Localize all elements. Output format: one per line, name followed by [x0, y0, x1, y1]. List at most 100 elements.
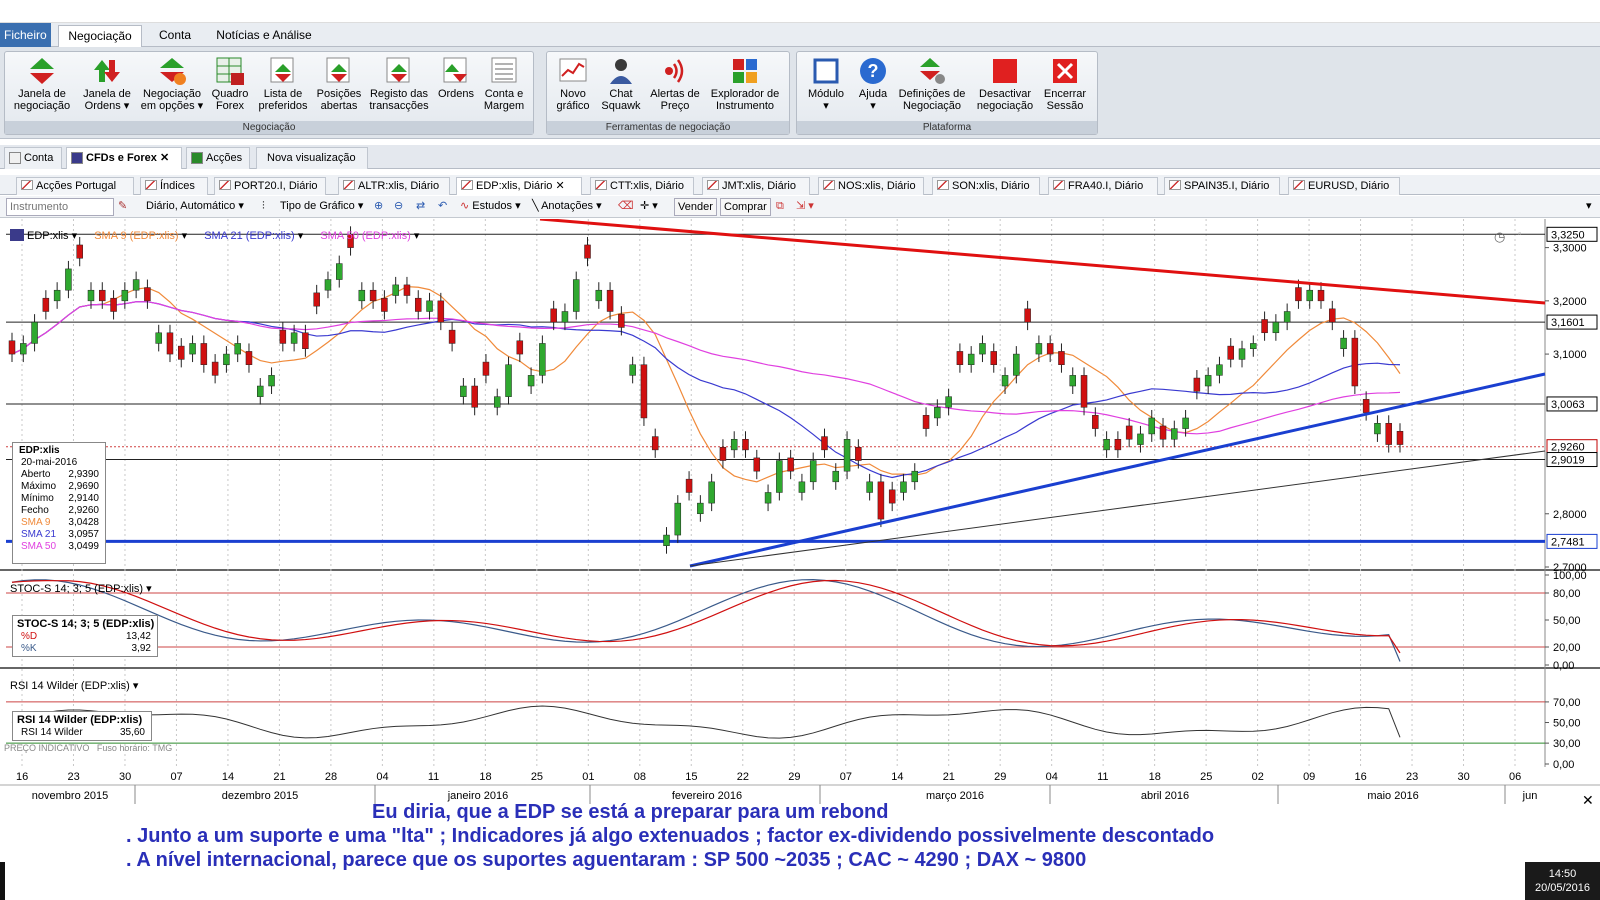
- crosshair-icon[interactable]: ✛ ▾: [640, 200, 658, 212]
- btn-label1: Chat: [609, 88, 633, 100]
- legend-sma50[interactable]: SMA 50 (EDP:xlis): [320, 230, 411, 242]
- candle-body: [1374, 423, 1381, 435]
- workspace-tab-nova[interactable]: Nova visualização: [256, 147, 368, 169]
- candle-body: [53, 289, 61, 302]
- btn-label2: em opções ▾: [140, 100, 204, 112]
- chart-tab[interactable]: CTT:xlis, Diário: [590, 177, 694, 195]
- studies-dropdown[interactable]: ∿ Estudos ▾: [460, 200, 521, 212]
- toolbar-scroll-icon[interactable]: ▾: [1586, 200, 1592, 212]
- workspace-tab-conta[interactable]: Conta: [4, 147, 62, 169]
- chart-tab-label: Acções Portugal: [36, 180, 117, 192]
- legend-instrument[interactable]: EDP:xlis: [27, 230, 69, 242]
- price-axis: 3,3000 3,2000 3,1000 2,8000 2,7000 3,3250 3,16…: [1545, 226, 1598, 574]
- account-icon: [489, 56, 519, 86]
- candle-body: [956, 351, 964, 365]
- chart-tab[interactable]: Índices: [140, 177, 208, 195]
- ribbon-group-title: Plataforma: [797, 121, 1097, 134]
- candle-body: [1148, 417, 1155, 435]
- chart-tab-active[interactable]: EDP:xlis, Diário ✕: [456, 177, 582, 195]
- rsi-title[interactable]: RSI 14 Wilder (EDP:xlis) ▾: [10, 680, 139, 692]
- day-tick-label: 11: [428, 771, 439, 783]
- price-tick-label: 3,1000: [1553, 349, 1587, 361]
- menu-file[interactable]: Ficheiro: [0, 23, 51, 47]
- ajuda-button[interactable]: ? Ajuda ▾: [853, 54, 893, 112]
- ordens-button[interactable]: Ordens: [435, 54, 477, 100]
- chart-area[interactable]: 100,00 80,00 50,00 20,00 0,00 70,00 50,00 30,0…: [0, 217, 1600, 804]
- conta-margem-button[interactable]: Conta e Margem: [479, 54, 529, 112]
- menu-tab-noticias[interactable]: Notícias e Análise: [216, 28, 312, 42]
- chart-tab[interactable]: ALTR:xlis, Diário: [338, 177, 450, 195]
- candle-body: [550, 308, 557, 323]
- undo-icon[interactable]: ↶: [438, 200, 448, 212]
- info-key: SMA 21: [21, 529, 57, 540]
- annotations-dropdown[interactable]: ╲ Anotações ▾: [532, 200, 602, 212]
- chart-tab[interactable]: PORT20.I, Diário: [214, 177, 326, 195]
- modulo-button[interactable]: Módulo ▾: [801, 54, 851, 112]
- buy-button[interactable]: Comprar: [720, 198, 771, 216]
- janela-negociacao-button[interactable]: Janela de negociação: [11, 54, 73, 112]
- clock-icon[interactable]: ◷: [1494, 229, 1506, 244]
- legend-sma21[interactable]: SMA 21 (EDP:xlis): [204, 230, 295, 242]
- chart-tab[interactable]: NOS:xlis, Diário: [818, 177, 924, 195]
- period-dropdown[interactable]: Diário, Automático ▾: [146, 200, 244, 212]
- arrows-cross-icon: [92, 56, 122, 86]
- pan-icon[interactable]: ⇄: [416, 200, 426, 212]
- definicoes-negociacao-button[interactable]: Definições de Negociação: [895, 54, 969, 112]
- chart-tab[interactable]: JMT:xlis, Diário: [702, 177, 810, 195]
- chart-tab[interactable]: EURUSD, Diário: [1288, 177, 1400, 195]
- novo-grafico-button[interactable]: Novo gráfico: [551, 54, 595, 112]
- menu-tab-conta[interactable]: Conta: [158, 28, 192, 42]
- stochastic-panel: 100,00 80,00 50,00 20,00 0,00: [6, 570, 1587, 672]
- registo-transaccoes-button[interactable]: Registo das transacções: [367, 54, 431, 112]
- menu-tab-negociacao[interactable]: Negociação: [58, 25, 142, 47]
- day-tick-label: 04: [376, 771, 388, 783]
- alertas-preco-button[interactable]: Alertas de Preço: [647, 54, 703, 112]
- person-icon: [606, 56, 636, 86]
- chart-tab[interactable]: Acções Portugal: [16, 177, 134, 195]
- zoom-in-icon[interactable]: ⊕: [374, 200, 384, 212]
- lista-preferidos-button[interactable]: Lista de preferidos: [255, 54, 311, 112]
- info-key: Fecho: [21, 505, 49, 516]
- chart-type-dropdown[interactable]: Tipo de Gráfico ▾: [280, 200, 364, 212]
- zoom-out-icon[interactable]: ⊖: [394, 200, 404, 212]
- stoch-tick-label: 50,00: [1553, 615, 1581, 627]
- panel-max-icon[interactable]: ▫: [1518, 229, 1522, 240]
- info-val: 3,0428: [68, 517, 99, 528]
- close-tab-icon[interactable]: ✕: [555, 180, 565, 192]
- day-tick-label: 16: [1355, 771, 1367, 783]
- candles-icon[interactable]: ⫶: [262, 200, 265, 212]
- info-key: Mínimo: [21, 493, 54, 504]
- posicoes-abertas-button[interactable]: Posições abertas: [313, 54, 365, 112]
- chart-tab[interactable]: FRA40.I, Diário: [1048, 177, 1158, 195]
- rsi-info-box: RSI 14 Wilder (EDP:xlis) RSI 14 Wilder 35…: [12, 711, 152, 741]
- janela-ordens-button[interactable]: Janela de Ordens ▾: [79, 54, 135, 112]
- workspace-tab-cfds[interactable]: CFDs e Forex ✕: [66, 147, 182, 169]
- eraser-icon[interactable]: ⌫: [618, 200, 634, 212]
- chart-tab[interactable]: SON:xlis, Diário: [932, 177, 1040, 195]
- candle-body: [144, 287, 151, 302]
- draw-tool-icon[interactable]: ✎: [118, 200, 128, 212]
- export-icon[interactable]: ⇲ ▾: [796, 200, 814, 212]
- sell-button[interactable]: Vender: [674, 198, 717, 216]
- chart-tab[interactable]: SPAIN35.I, Diário: [1164, 177, 1280, 195]
- encerrar-sessao-button[interactable]: Encerrar Sessão: [1039, 54, 1091, 112]
- candle-body: [866, 481, 873, 493]
- candle-body: [685, 478, 693, 493]
- explorador-instrumento-button[interactable]: Explorador de Instrumento: [705, 54, 785, 112]
- annotation-close-icon[interactable]: ✕: [1582, 792, 1594, 808]
- legend-sma9[interactable]: SMA 9 (EDP:xlis): [94, 230, 179, 242]
- chart-settings-icon[interactable]: ⧉: [776, 200, 784, 212]
- candle-body: [787, 457, 794, 472]
- close-tab-icon[interactable]: ✕: [159, 152, 170, 164]
- instrument-input[interactable]: [6, 198, 114, 216]
- stoch-tick-label: 80,00: [1553, 588, 1581, 600]
- negociacao-opcoes-button[interactable]: Negociação em opções ▾: [139, 54, 205, 112]
- chat-squawk-button[interactable]: Chat Squawk: [597, 54, 645, 112]
- desactivar-negociacao-button[interactable]: Desactivar negociação: [973, 54, 1037, 112]
- candle-body: [629, 364, 636, 376]
- workspace-tab-accoes[interactable]: Acções: [186, 147, 250, 169]
- stoch-title[interactable]: STOC-S 14; 3; 5 (EDP:xlis) ▾: [10, 583, 152, 595]
- candle-body: [76, 244, 83, 259]
- quadro-forex-button[interactable]: Quadro Forex: [209, 54, 251, 112]
- candle-body: [99, 289, 106, 302]
